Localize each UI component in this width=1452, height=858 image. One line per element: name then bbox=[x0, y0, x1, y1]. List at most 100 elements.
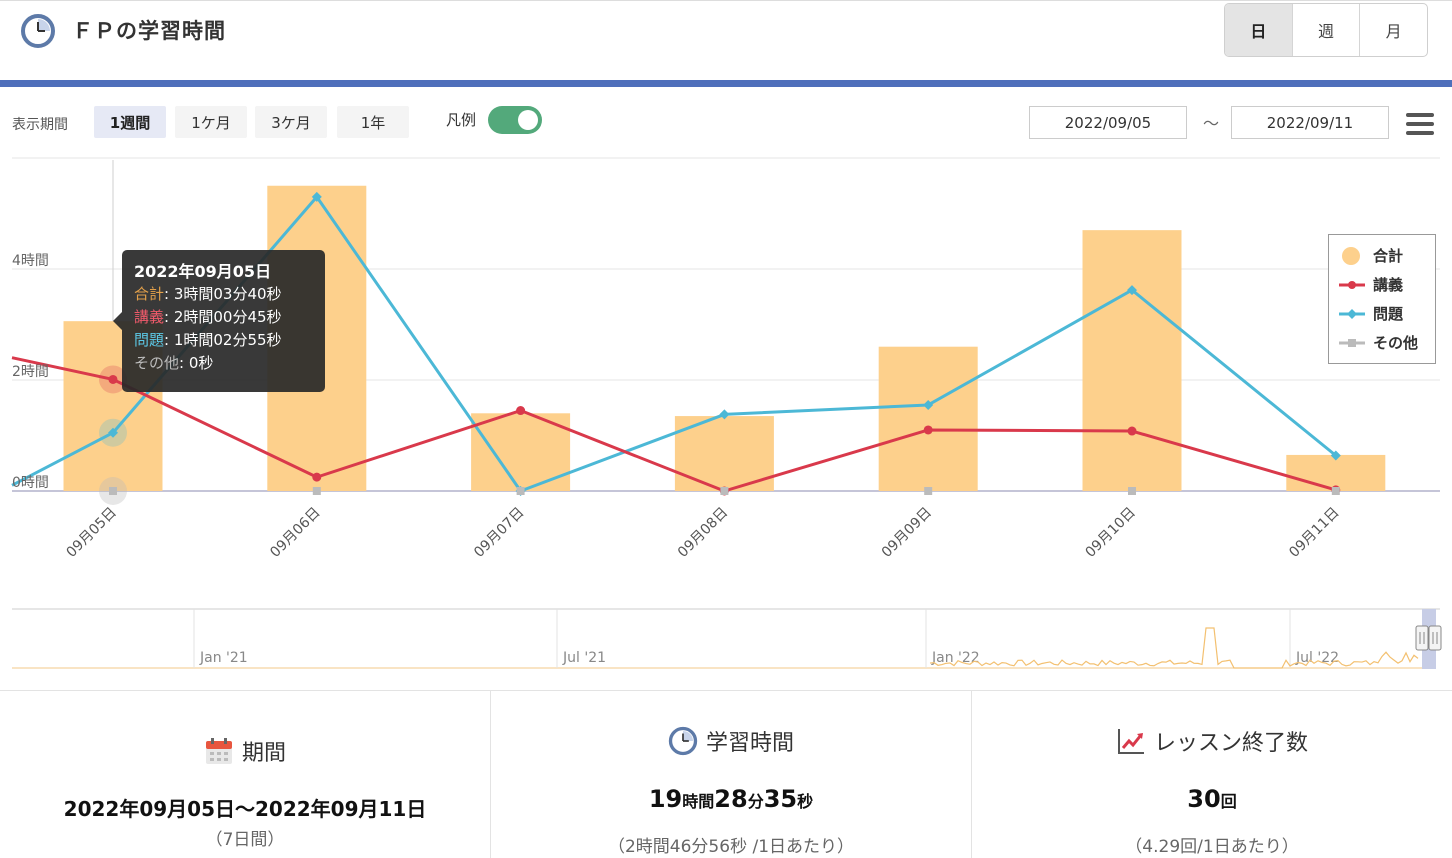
granularity-month-button[interactable]: 月 bbox=[1385, 22, 1402, 41]
header-accent-bar bbox=[0, 80, 1452, 87]
stat-lessons-header: レッスン終了数 bbox=[972, 725, 1452, 757]
navigator-handle-right[interactable] bbox=[1428, 625, 1442, 651]
navigator-tick-label: Jan '22 bbox=[931, 650, 980, 666]
chart-controls: 表示期間 1週間 1ケ月 3ケ月 1年 凡例 ～ bbox=[0, 100, 1452, 144]
series-lecture-point[interactable] bbox=[923, 425, 933, 435]
legend-toggle-label: 凡例 bbox=[446, 111, 477, 129]
stat-period: 期間 2022年09月05日～2022年09月11日 （7日間） bbox=[0, 691, 491, 858]
stat-lessons-value: 30回 bbox=[972, 785, 1452, 813]
tooltip-row-lecture: 講義: 2時間00分45秒 bbox=[134, 308, 282, 326]
legend-label-problem: 問題 bbox=[1373, 305, 1404, 323]
stat-period-sub: （7日間） bbox=[205, 830, 285, 850]
series-lecture-line bbox=[11, 356, 1337, 493]
stat-study-time-sub: （2時間46分56秒 /1日あたり） bbox=[607, 837, 855, 857]
series-other-point[interactable] bbox=[1331, 487, 1340, 495]
tooltip-row-other: その他: 0秒 bbox=[134, 354, 214, 372]
start-date-input[interactable] bbox=[1029, 106, 1187, 139]
tooltip-label-other: その他 bbox=[134, 354, 180, 372]
stat-lessons-title: レッスン終了数 bbox=[1153, 731, 1308, 756]
study-seconds-unit: 秒 bbox=[797, 792, 814, 811]
series-other-point[interactable] bbox=[924, 487, 933, 495]
stat-study-time-title: 学習時間 bbox=[705, 731, 794, 756]
stat-period-title: 期間 bbox=[241, 741, 286, 766]
granularity-week-button[interactable]: 週 bbox=[1293, 4, 1361, 56]
legend-item-other[interactable]: その他 bbox=[1337, 328, 1427, 357]
legend-label-other: その他 bbox=[1373, 334, 1419, 352]
calendar-icon bbox=[204, 736, 234, 766]
series-other-point[interactable] bbox=[312, 487, 321, 495]
range-1year-button[interactable]: 1年 bbox=[337, 106, 409, 138]
tooltip-label-problem: 問題 bbox=[134, 331, 165, 349]
tooltip-label-total: 合計 bbox=[134, 285, 165, 303]
date-range-separator: ～ bbox=[1203, 114, 1220, 133]
legend-label-total: 合計 bbox=[1373, 247, 1404, 265]
period-label: 表示期間 bbox=[12, 117, 68, 133]
study-seconds: 35 bbox=[763, 785, 798, 813]
page-title: ＦＰの学習時間 bbox=[72, 19, 226, 43]
x-tick-label: 09月10日 bbox=[1083, 505, 1139, 561]
legend-item-lecture[interactable]: 講義 bbox=[1337, 270, 1427, 299]
x-tick-label: 09月09日 bbox=[879, 505, 935, 561]
tooltip-value-other: 0秒 bbox=[188, 354, 214, 372]
granularity-day-button[interactable]: 日 bbox=[1225, 4, 1293, 56]
study-minutes-unit: 分 bbox=[747, 792, 764, 811]
series-lecture-point[interactable] bbox=[1127, 426, 1137, 436]
navigator-tick-label: Jan '21 bbox=[199, 650, 248, 666]
series-problem-point[interactable] bbox=[923, 399, 934, 410]
y-tick-label: 4時間 bbox=[12, 253, 49, 269]
tooltip-value-problem: 1時間02分55秒 bbox=[173, 331, 282, 349]
navigator-handle-left[interactable] bbox=[1415, 625, 1429, 651]
series-problem-point[interactable] bbox=[1127, 285, 1137, 296]
tooltip-date: 2022年09月05日 bbox=[134, 262, 272, 281]
range-navigator[interactable]: Jan '21 Jul '21 Jan '22 Jul '22 bbox=[0, 606, 1452, 672]
stat-study-time-value: 19時間28分35秒 bbox=[491, 785, 971, 813]
legend-line-icon bbox=[1337, 304, 1367, 324]
clock-icon bbox=[20, 13, 56, 53]
x-tick-label: 09月07日 bbox=[471, 505, 527, 561]
series-other-point[interactable] bbox=[1128, 487, 1136, 495]
series-lecture-point[interactable] bbox=[516, 406, 526, 416]
stat-study-time-header: 学習時間 bbox=[491, 725, 971, 757]
x-tick-label: 09月05日 bbox=[64, 505, 120, 561]
bar-total[interactable] bbox=[1082, 230, 1182, 491]
range-1week-button[interactable]: 1週間 bbox=[94, 106, 166, 138]
legend-item-problem[interactable]: 問題 bbox=[1337, 299, 1427, 328]
series-other-point[interactable] bbox=[516, 487, 525, 495]
navigator-tick-label: Jul '22 bbox=[1295, 650, 1339, 666]
toggle-knob bbox=[518, 110, 538, 130]
series-lecture-point[interactable] bbox=[108, 374, 118, 384]
trend-chart-icon bbox=[1116, 726, 1146, 756]
tooltip-row-total: 合計: 3時間03分40秒 bbox=[134, 285, 282, 303]
series-problem-point[interactable] bbox=[719, 409, 730, 420]
y-tick-label: 2時間 bbox=[12, 364, 49, 380]
series-problem-point[interactable] bbox=[1330, 450, 1341, 461]
tooltip-value-lecture: 2時間00分45秒 bbox=[173, 308, 282, 326]
navigator-series-line bbox=[929, 627, 1419, 669]
range-1month-button[interactable]: 1ケ月 bbox=[175, 106, 247, 138]
tooltip-label-lecture: 講義 bbox=[134, 308, 165, 326]
page-header: ＦＰの学習時間 日 週 月 bbox=[0, 0, 1452, 87]
tooltip-row-problem: 問題: 1時間02分55秒 bbox=[134, 331, 282, 349]
series-problem-point[interactable] bbox=[311, 191, 322, 202]
legend-toggle[interactable] bbox=[488, 106, 542, 134]
end-date-input[interactable] bbox=[1231, 106, 1389, 139]
hamburger-menu-icon[interactable] bbox=[1406, 113, 1434, 135]
chart-legend: 合計 講義 問題 その他 bbox=[1328, 234, 1436, 364]
bar-total[interactable] bbox=[1286, 454, 1386, 491]
series-problem-point[interactable] bbox=[108, 427, 118, 438]
study-minutes: 28 bbox=[714, 785, 748, 813]
stat-period-value: 2022年09月05日～2022年09月11日 bbox=[63, 797, 427, 821]
clock-icon bbox=[668, 726, 698, 756]
x-tick-label: 09月08日 bbox=[675, 505, 731, 561]
series-problem-line bbox=[11, 195, 1337, 493]
series-other-point[interactable] bbox=[109, 487, 117, 495]
bar-total[interactable] bbox=[878, 346, 978, 491]
navigator-tick-label: Jul '21 bbox=[562, 650, 606, 666]
study-hours-unit: 時間 bbox=[682, 792, 715, 811]
legend-circle-icon bbox=[1337, 246, 1367, 266]
series-other-point[interactable] bbox=[720, 487, 729, 495]
range-3month-button[interactable]: 3ケ月 bbox=[255, 106, 327, 138]
series-lecture-point[interactable] bbox=[312, 472, 322, 482]
tooltip-value-total: 3時間03分40秒 bbox=[173, 285, 282, 303]
legend-item-total[interactable]: 合計 bbox=[1337, 241, 1427, 270]
